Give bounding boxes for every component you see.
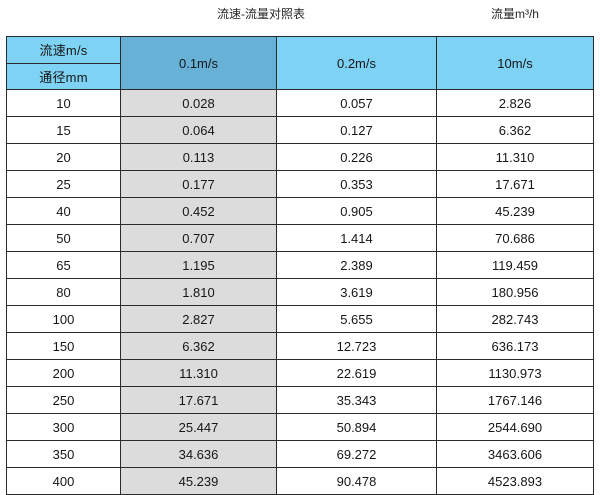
cell-flow-10: 180.956 (436, 278, 594, 306)
cell-dn: 20 (6, 143, 121, 171)
flow-unit-label: 流量m³/h (490, 7, 539, 21)
table-body: 10 0.028 0.057 2.826 15 0.064 0.127 6.36… (6, 89, 594, 495)
flow-comparison-table-wrapper: 流速m/s 0.1m/s 0.2m/s 10m/s 通径mm 10 0.028 … (6, 36, 594, 495)
cell-flow-0.2: 50.894 (276, 413, 437, 441)
cell-dn: 350 (6, 440, 121, 468)
cell-dn: 80 (6, 278, 121, 306)
cell-flow-0.1: 34.636 (120, 440, 277, 468)
cell-dn: 25 (6, 170, 121, 198)
cell-flow-0.2: 0.905 (276, 197, 437, 225)
table-title: 流速-流量对照表 (217, 7, 305, 21)
cell-dn: 300 (6, 413, 121, 441)
table-row: 10 0.028 0.057 2.826 (6, 89, 594, 117)
cell-flow-10: 4523.893 (436, 467, 594, 495)
header-row-top: 流速m/s 0.1m/s 0.2m/s 10m/s (6, 36, 594, 90)
cell-flow-10: 119.459 (436, 251, 594, 279)
cell-flow-0.1: 0.064 (120, 116, 277, 144)
table-row: 400 45.239 90.478 4523.893 (6, 467, 594, 495)
cell-flow-10: 3463.606 (436, 440, 594, 468)
cell-flow-0.2: 69.272 (276, 440, 437, 468)
cell-flow-0.1: 1.810 (120, 278, 277, 306)
cell-dn: 10 (6, 89, 121, 117)
table-row: 100 2.827 5.655 282.743 (6, 305, 594, 333)
cell-flow-0.1: 17.671 (120, 386, 277, 414)
header-row-bottom: 通径mm (6, 62, 594, 90)
cell-flow-0.1: 2.827 (120, 305, 277, 333)
cell-flow-0.2: 5.655 (276, 305, 437, 333)
cell-flow-0.1: 0.707 (120, 224, 277, 252)
table-row: 20 0.113 0.226 11.310 (6, 143, 594, 171)
cell-flow-0.2: 35.343 (276, 386, 437, 414)
cell-flow-10: 1130.973 (436, 359, 594, 387)
cell-flow-0.1: 6.362 (120, 332, 277, 360)
cell-flow-0.1: 45.239 (120, 467, 277, 495)
table-row: 25 0.177 0.353 17.671 (6, 170, 594, 198)
cell-flow-0.1: 0.452 (120, 197, 277, 225)
table-row: 350 34.636 69.272 3463.606 (6, 440, 594, 468)
header-velocity-0.1: 0.1m/s (120, 36, 277, 90)
cell-flow-10: 11.310 (436, 143, 594, 171)
cell-flow-10: 2.826 (436, 89, 594, 117)
table-row: 15 0.064 0.127 6.362 (6, 116, 594, 144)
cell-flow-0.2: 12.723 (276, 332, 437, 360)
cell-flow-0.1: 0.177 (120, 170, 277, 198)
cell-flow-0.1: 11.310 (120, 359, 277, 387)
cell-flow-0.1: 0.113 (120, 143, 277, 171)
table-row: 80 1.810 3.619 180.956 (6, 278, 594, 306)
cell-flow-0.2: 1.414 (276, 224, 437, 252)
flow-comparison-table: 流速m/s 0.1m/s 0.2m/s 10m/s 通径mm 10 0.028 … (6, 36, 594, 495)
cell-flow-10: 70.686 (436, 224, 594, 252)
table-row: 40 0.452 0.905 45.239 (6, 197, 594, 225)
cell-flow-10: 2544.690 (436, 413, 594, 441)
cell-dn: 200 (6, 359, 121, 387)
cell-flow-10: 6.362 (436, 116, 594, 144)
header-velocity-axis-label: 流速m/s (6, 36, 121, 64)
cell-flow-10: 17.671 (436, 170, 594, 198)
cell-dn: 250 (6, 386, 121, 414)
header-velocity-10: 10m/s (436, 36, 594, 90)
cell-flow-0.1: 0.028 (120, 89, 277, 117)
table-row: 250 17.671 35.343 1767.146 (6, 386, 594, 414)
table-row: 50 0.707 1.414 70.686 (6, 224, 594, 252)
cell-flow-10: 1767.146 (436, 386, 594, 414)
cell-flow-10: 636.173 (436, 332, 594, 360)
cell-flow-0.2: 0.127 (276, 116, 437, 144)
table-row: 150 6.362 12.723 636.173 (6, 332, 594, 360)
table-row: 200 11.310 22.619 1130.973 (6, 359, 594, 387)
table-header: 流速m/s 0.1m/s 0.2m/s 10m/s 通径mm (6, 36, 594, 90)
cell-flow-0.2: 0.353 (276, 170, 437, 198)
cell-flow-0.2: 90.478 (276, 467, 437, 495)
cell-dn: 65 (6, 251, 121, 279)
cell-flow-10: 282.743 (436, 305, 594, 333)
cell-flow-0.2: 22.619 (276, 359, 437, 387)
cell-flow-0.2: 3.619 (276, 278, 437, 306)
cell-dn: 50 (6, 224, 121, 252)
cell-dn: 40 (6, 197, 121, 225)
cell-flow-0.2: 2.389 (276, 251, 437, 279)
cell-dn: 15 (6, 116, 121, 144)
cell-flow-0.2: 0.226 (276, 143, 437, 171)
header-velocity-0.2: 0.2m/s (276, 36, 437, 90)
cell-dn: 100 (6, 305, 121, 333)
cell-dn: 400 (6, 467, 121, 495)
table-row: 65 1.195 2.389 119.459 (6, 251, 594, 279)
header-diameter-axis-label: 通径mm (6, 62, 121, 90)
cell-flow-10: 45.239 (436, 197, 594, 225)
table-row: 300 25.447 50.894 2544.690 (6, 413, 594, 441)
cell-flow-0.2: 0.057 (276, 89, 437, 117)
caption-row: 流速-流量对照表 流量m³/h (0, 0, 600, 34)
cell-dn: 150 (6, 332, 121, 360)
cell-flow-0.1: 1.195 (120, 251, 277, 279)
cell-flow-0.1: 25.447 (120, 413, 277, 441)
